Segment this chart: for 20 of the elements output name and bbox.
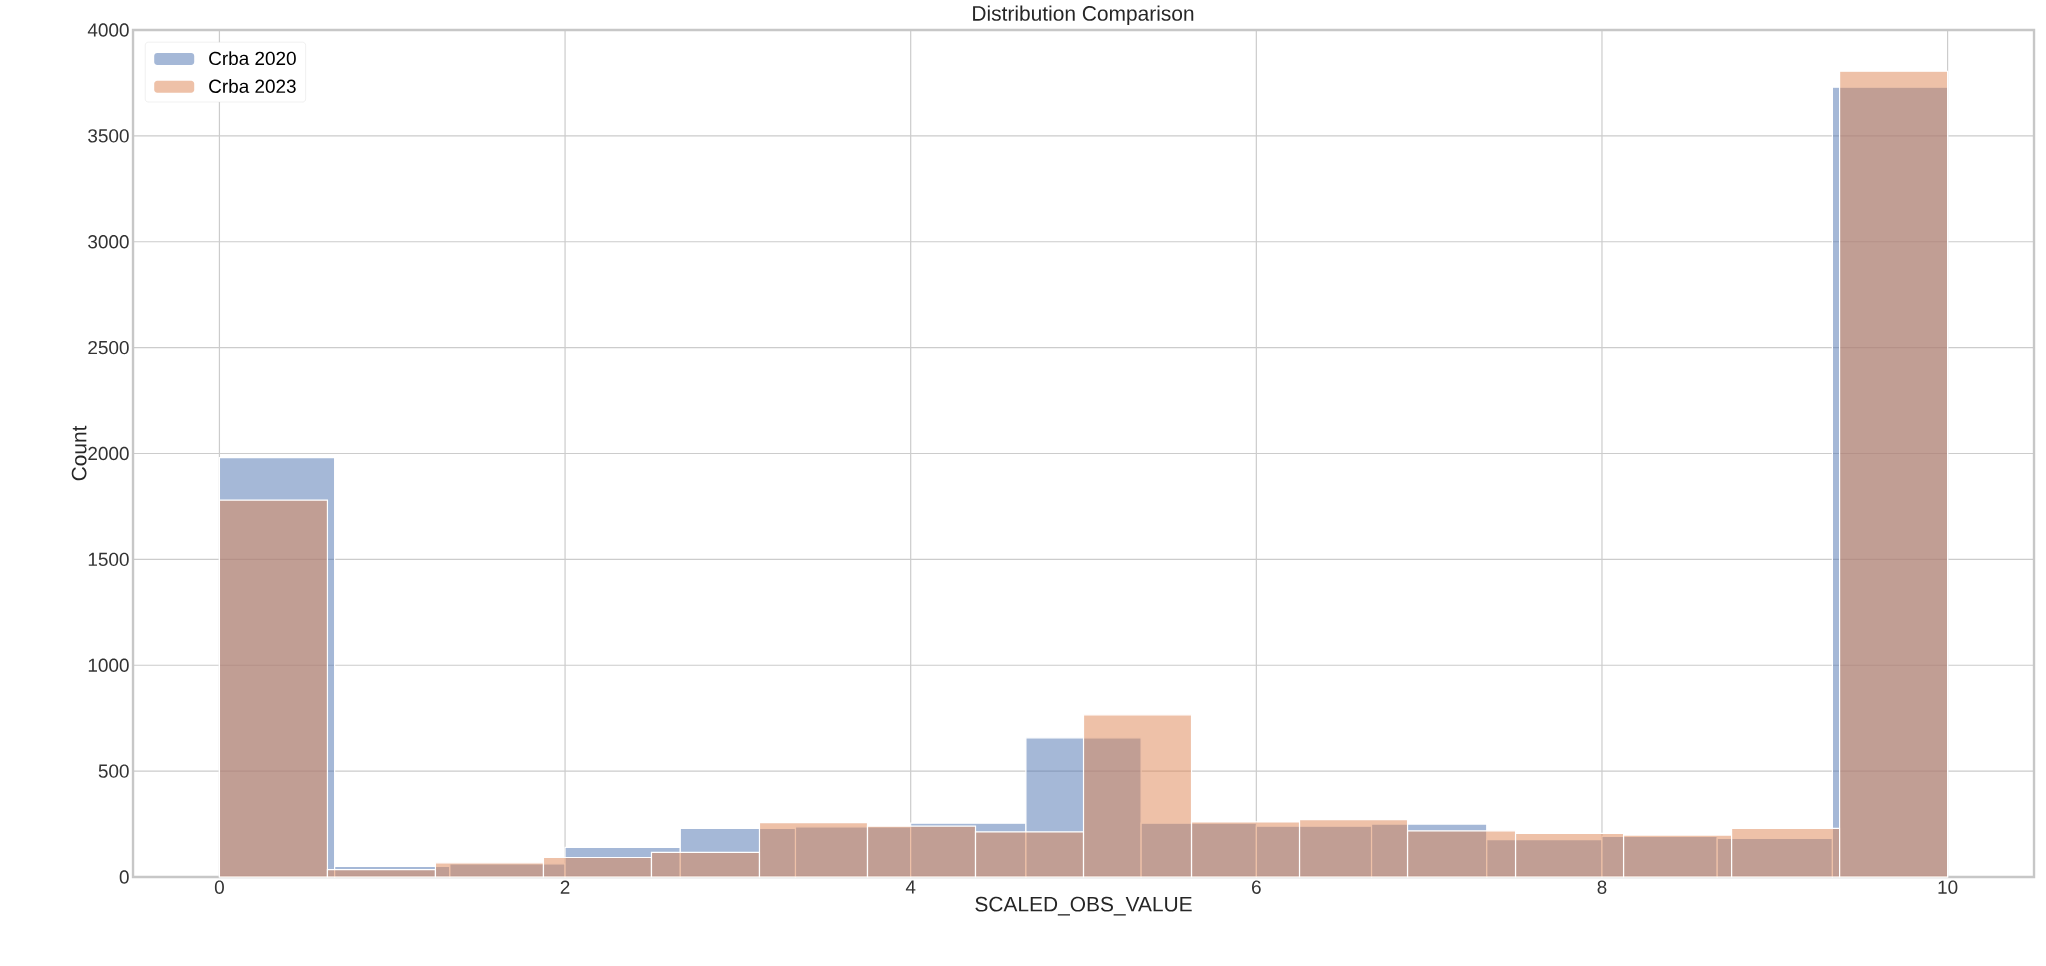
- y-tick-label: 2000: [88, 446, 129, 461]
- y-tick-label: 2500: [88, 340, 129, 355]
- y-tick-label: 3000: [88, 235, 129, 249]
- x-tick-label: 8: [1597, 880, 1607, 894]
- y-tick-label: 1000: [88, 658, 129, 672]
- x-tick-label: 6: [1252, 880, 1261, 894]
- x-tick-label: 4: [905, 880, 916, 894]
- x-tick-label: 0: [214, 880, 224, 894]
- y-tick-label: 500: [98, 764, 129, 778]
- y-tick-label: 3500: [88, 129, 129, 143]
- y-tick-label: 4000: [87, 23, 129, 37]
- chart-title: Distribution Comparison: [973, 5, 1194, 26]
- x-tick-label: 2: [560, 880, 570, 894]
- y-axis-title: Count: [71, 425, 87, 481]
- legend-label: Crba 2020: [209, 51, 296, 66]
- x-axis-title: SCALED_OBS_VALUE: [975, 896, 1192, 916]
- x-tick-label: 10: [1938, 880, 1958, 894]
- y-tick-label: 1500: [88, 552, 129, 567]
- legend-label: Crba 2023: [209, 79, 296, 94]
- y-tick-label: 0: [119, 870, 129, 884]
